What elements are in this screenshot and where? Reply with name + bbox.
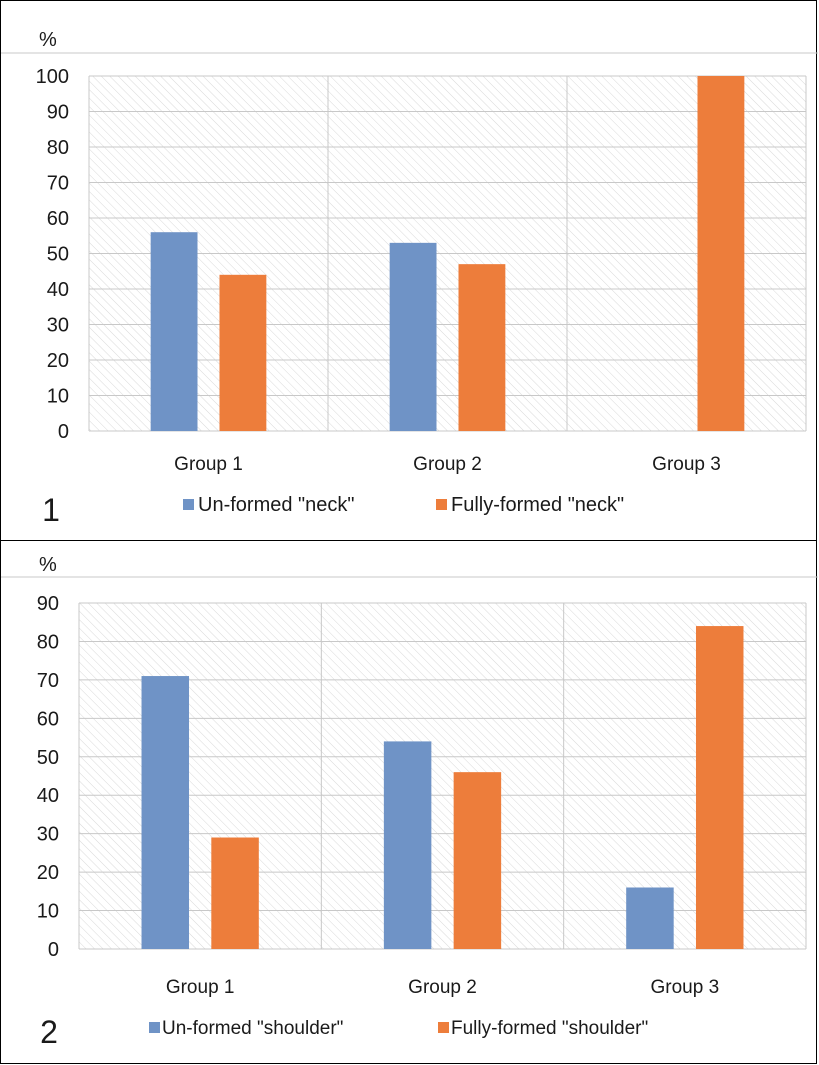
legend-swatch	[149, 1022, 160, 1033]
y-tick-label: 10	[47, 386, 69, 408]
x-tick-label: Group 3	[652, 454, 721, 475]
legend-swatch	[436, 499, 447, 510]
bar	[458, 264, 506, 431]
legend-label: Un-formed "shoulder"	[162, 1018, 343, 1039]
y-tick-label: 40	[37, 785, 59, 807]
bar	[695, 626, 744, 949]
x-tick-label: Group 1	[174, 454, 243, 475]
x-tick-label: Group 2	[413, 454, 482, 475]
y-tick-label: 60	[47, 208, 69, 230]
y-axis-label: %	[39, 554, 57, 576]
chart-panel-1: 0 10 20 30 40 50 60 70 80 90 100% Group 1 Group 2 Gro…	[0, 0, 818, 541]
panel-label: 2	[40, 1014, 58, 1050]
y-tick-label: 100	[36, 66, 69, 88]
legend-label: Fully-formed "shoulder"	[451, 1018, 648, 1039]
bar-chart-shoulder: 0 10 20 30 40 50 60 70 80 90% Group 1 Group 2 Group …	[1, 554, 818, 1050]
y-tick-label: 50	[47, 244, 69, 266]
y-tick-label: 0	[58, 421, 69, 443]
y-tick-label: 40	[47, 279, 69, 301]
legend-swatch	[183, 499, 194, 510]
y-tick-label: 80	[47, 137, 69, 159]
bar	[150, 232, 198, 431]
y-tick-label: 20	[47, 350, 69, 372]
y-tick-label: 60	[37, 708, 59, 730]
y-tick-label: 70	[37, 670, 59, 692]
y-tick-label: 30	[47, 315, 69, 337]
bar	[383, 741, 432, 949]
bar-chart-neck: 0 10 20 30 40 50 60 70 80 90 100% Group 1 Group 2 Gro…	[1, 29, 818, 528]
y-tick-label: 90	[47, 102, 69, 124]
legend-swatch	[438, 1022, 449, 1033]
y-tick-label: 0	[48, 939, 59, 961]
x-tick-label: Group 3	[651, 977, 720, 998]
chart-panel-2: 0 10 20 30 40 50 60 70 80 90% Group 1 Group 2 Group …	[0, 540, 818, 1064]
y-tick-label: 80	[37, 631, 59, 653]
x-tick-label: Group 1	[166, 977, 235, 998]
x-tick-label: Group 2	[408, 977, 477, 998]
legend-label: Fully-formed "neck"	[451, 494, 624, 516]
y-tick-label: 90	[37, 593, 59, 615]
y-tick-label: 30	[37, 824, 59, 846]
y-axis-label: %	[39, 29, 57, 51]
y-tick-label: 20	[37, 862, 59, 884]
bar	[219, 274, 267, 431]
y-tick-label: 70	[47, 173, 69, 195]
y-tick-label: 50	[37, 747, 59, 769]
bar	[626, 887, 674, 949]
legend-label: Un-formed "neck"	[198, 494, 354, 516]
y-tick-label: 10	[37, 901, 59, 923]
bar	[389, 242, 437, 431]
panel-label: 1	[42, 492, 60, 528]
plot-background	[79, 603, 806, 949]
bar	[211, 837, 259, 949]
bar	[453, 772, 502, 949]
bar	[697, 76, 745, 431]
bar	[141, 676, 190, 949]
